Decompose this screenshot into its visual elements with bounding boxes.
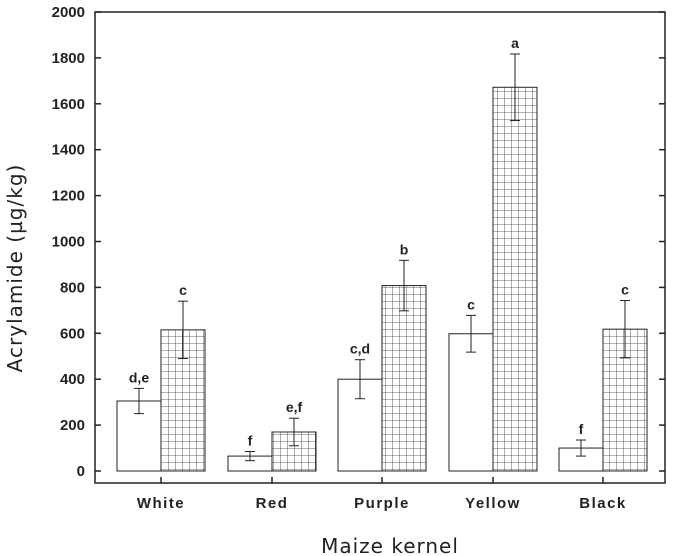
significance-label: c bbox=[179, 282, 187, 298]
y-axis-title: Acrylamide (µg/kg) bbox=[3, 164, 27, 373]
significance-label: c bbox=[467, 296, 475, 312]
y-tick-label: 1200 bbox=[52, 188, 85, 205]
significance-label: a bbox=[511, 35, 519, 51]
x-tick-label: White bbox=[137, 495, 185, 512]
significance-label: e,f bbox=[286, 399, 303, 415]
y-tick-label: 2000 bbox=[52, 4, 85, 21]
y-tick-label: 1600 bbox=[52, 96, 85, 113]
x-tick-label: Purple bbox=[354, 495, 410, 512]
significance-label: f bbox=[579, 421, 584, 437]
significance-label: b bbox=[400, 241, 409, 257]
significance-label: d,e bbox=[129, 369, 149, 385]
significance-label: c bbox=[621, 281, 629, 297]
y-axis-ticks: 0 200 400 600 800 1000 1200 1400 1600 1800 2000 bbox=[52, 4, 665, 480]
x-axis-tick-labels: White Red Purple Yellow Black bbox=[137, 477, 627, 512]
y-tick-label: 800 bbox=[60, 279, 85, 296]
significance-label: c,d bbox=[350, 341, 370, 357]
bar-yellow-2 bbox=[492, 86, 538, 472]
plot-area-frame bbox=[94, 11, 666, 484]
y-tick-label: 1000 bbox=[52, 234, 85, 251]
y-tick-label: 1400 bbox=[52, 142, 85, 159]
bars: d,e f c,d c f c e,f b a c bbox=[116, 35, 648, 472]
bar-yellow-1 bbox=[448, 333, 494, 472]
x-axis-title: Maize kernel bbox=[321, 534, 459, 556]
bar-white-1 bbox=[116, 400, 162, 472]
y-tick-label: 400 bbox=[60, 371, 85, 388]
x-tick-label: Black bbox=[579, 495, 627, 512]
x-tick-label: Red bbox=[256, 495, 289, 512]
y-tick-label: 200 bbox=[60, 417, 85, 434]
x-tick-label: Yellow bbox=[465, 495, 521, 512]
y-tick-label: 1800 bbox=[52, 50, 85, 67]
y-tick-label: 600 bbox=[60, 325, 85, 342]
significance-label: f bbox=[248, 432, 253, 448]
y-tick-label: 0 bbox=[77, 463, 85, 480]
bar-purple-2 bbox=[381, 285, 427, 472]
